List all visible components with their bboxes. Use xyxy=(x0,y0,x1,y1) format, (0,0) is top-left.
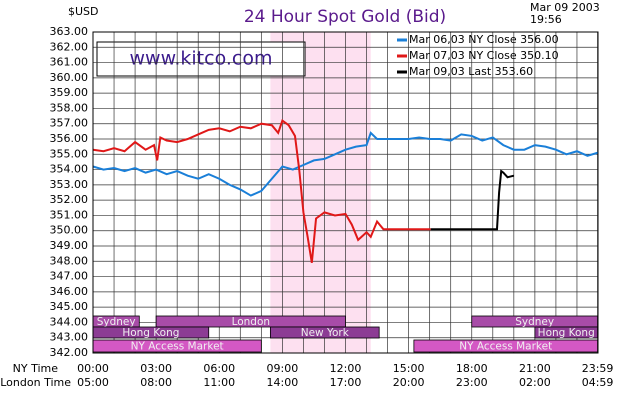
y-tick-label: 343.00 xyxy=(50,331,89,344)
y-tick-label: 354.00 xyxy=(50,163,89,176)
x-tick-label-london: 20:00 xyxy=(393,376,425,389)
y-tick-label: 361.00 xyxy=(50,56,89,69)
x-tick-label-london: 02:00 xyxy=(519,376,551,389)
x-tick-label: 23:59 xyxy=(582,362,614,375)
legend-label: Mar 07,03 NY Close 350.10 xyxy=(409,49,559,62)
price-line xyxy=(430,169,515,231)
x-tick-label-london: 23:00 xyxy=(456,376,488,389)
chart-title: 24 Hour Spot Gold (Bid) xyxy=(244,7,446,27)
session-bar xyxy=(269,326,380,339)
x-tick-label-london: 11:00 xyxy=(203,376,235,389)
x-axis-label: London Time xyxy=(0,376,71,389)
y-tick-label: 342.00 xyxy=(50,346,89,359)
x-tick-label: 03:00 xyxy=(140,362,172,375)
session-label: NY Access Market xyxy=(131,341,224,353)
y-tick-label: 350.00 xyxy=(50,224,89,237)
y-tick-label: 356.00 xyxy=(50,132,89,145)
y-tick-label: 353.00 xyxy=(50,178,89,191)
y-tick-label: 351.00 xyxy=(50,208,89,221)
y-tick-label: 352.00 xyxy=(50,193,89,206)
legend-label: Mar 06,03 NY Close 356.00 xyxy=(409,33,559,46)
x-tick-label-london: 14:00 xyxy=(267,376,299,389)
x-tick-label: 21:00 xyxy=(519,362,551,375)
y-tick-label: 360.00 xyxy=(50,71,89,84)
session-label: NY Access Market xyxy=(459,341,552,353)
x-tick-label: 18:00 xyxy=(456,362,488,375)
y-tick-label: 363.00 xyxy=(50,25,89,38)
x-tick-label: 12:00 xyxy=(330,362,362,375)
watermark: www.kitco.com xyxy=(129,48,272,70)
x-tick-label-london: 05:00 xyxy=(77,376,109,389)
x-tick-label: 09:00 xyxy=(267,362,299,375)
x-tick-label-london: 04:59 xyxy=(582,376,614,389)
session-label: New York xyxy=(301,327,350,339)
session-bar xyxy=(155,315,346,328)
x-tick-label: 15:00 xyxy=(393,362,425,375)
time: 19:56 xyxy=(530,13,562,26)
y-tick-label: 355.00 xyxy=(50,147,89,160)
session-label: Hong Kong xyxy=(538,327,595,339)
session-label: Sydney xyxy=(515,316,554,328)
y-tick-label: 362.00 xyxy=(50,40,89,53)
y-tick-label: 348.00 xyxy=(50,254,89,267)
x-tick-label-london: 08:00 xyxy=(140,376,172,389)
legend-label: Mar 09,03 Last 353.60 xyxy=(409,65,533,78)
y-tick-label: 344.00 xyxy=(50,315,89,328)
y-tick-label: 359.00 xyxy=(50,86,89,99)
unit-label: $USD xyxy=(68,5,99,18)
x-tick-label: 06:00 xyxy=(203,362,235,375)
y-tick-label: 357.00 xyxy=(50,117,89,130)
highlight-region xyxy=(270,32,371,353)
session-label: London xyxy=(232,316,271,328)
price-line xyxy=(92,131,598,197)
y-tick-label: 346.00 xyxy=(50,285,89,298)
plot-frame xyxy=(92,31,599,354)
date: Mar 09 2003 xyxy=(530,1,600,14)
session-label: Sydney xyxy=(97,316,136,328)
y-tick-label: 358.00 xyxy=(50,101,89,114)
watermark-box xyxy=(96,41,306,77)
y-tick-label: 349.00 xyxy=(50,239,89,252)
session-label: Hong Kong xyxy=(122,327,179,339)
x-tick-label: 00:00 xyxy=(77,362,109,375)
x-axis-label: NY Time xyxy=(13,362,59,375)
y-tick-label: 347.00 xyxy=(50,270,89,283)
y-tick-label: 345.00 xyxy=(50,300,89,313)
x-tick-label-london: 17:00 xyxy=(330,376,362,389)
price-line xyxy=(92,119,431,263)
